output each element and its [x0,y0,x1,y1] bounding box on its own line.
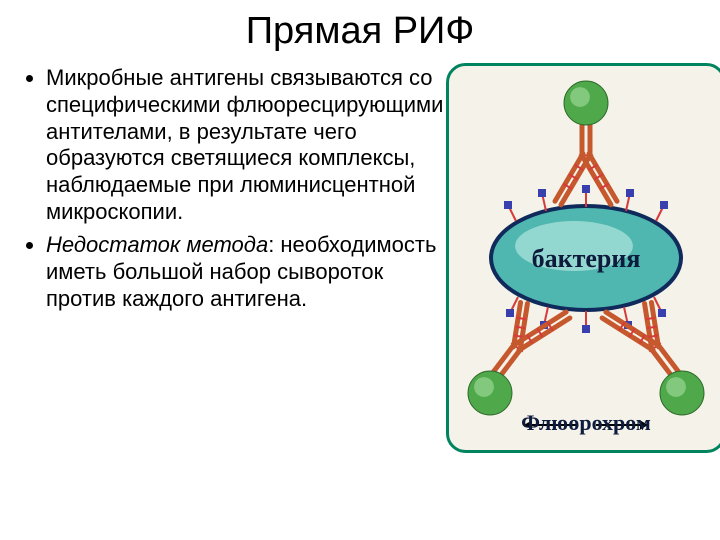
list-item: Микробные антигены связываются со специф… [46,65,446,226]
content-row: Микробные антигены связываются со специф… [0,59,720,453]
diagram-svg: бактерия Флюорохром [446,63,720,453]
list-item: Недостаток метода: необходимость иметь б… [46,232,446,312]
bullet-list: Микробные антигены связываются со специф… [18,65,446,318]
page-title: Прямая РИФ [0,0,720,59]
bullet-lead: Недостаток метода [46,232,268,257]
svg-text:Флюорохром: Флюорохром [521,410,651,435]
svg-text:бактерия: бактерия [532,244,641,273]
diagram-figure: бактерия Флюорохром [446,59,720,453]
